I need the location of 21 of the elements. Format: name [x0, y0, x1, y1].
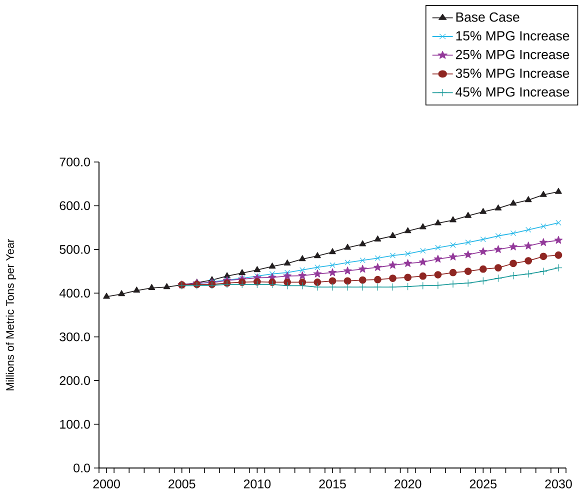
legend-label: Base Case [456, 12, 520, 22]
x-tick-label: 2025 [470, 480, 497, 488]
legend-label: 25% MPG Increase [456, 50, 570, 60]
y-tick-label: 500.0 [60, 245, 90, 254]
x-tick-label: 2015 [319, 480, 346, 488]
x-tick-label: 2005 [168, 480, 196, 488]
legend-label: 45% MPG Increase [456, 87, 570, 97]
x-tick-label: 2010 [244, 480, 271, 488]
x-tick-label: 2000 [93, 480, 120, 488]
y-tick-label: 0.0 [74, 464, 90, 472]
y-tick-label: 400.0 [59, 288, 90, 298]
y-axis-title: Millions of Metric Tons per Year [6, 238, 16, 390]
y-tick-label: 100.0 [60, 420, 90, 429]
legend-label: 35% MPG Increase [456, 68, 570, 78]
y-tick-label: 300.0 [60, 332, 90, 342]
legend-label: 15% MPG Increase [456, 31, 570, 40]
y-tick-label: 700.0 [60, 158, 90, 166]
x-tick-label: 2030 [545, 480, 572, 488]
y-tick-label: 200.0 [60, 376, 90, 385]
x-tick-label: 2020 [394, 480, 422, 488]
y-tick-label: 600.0 [60, 201, 90, 210]
